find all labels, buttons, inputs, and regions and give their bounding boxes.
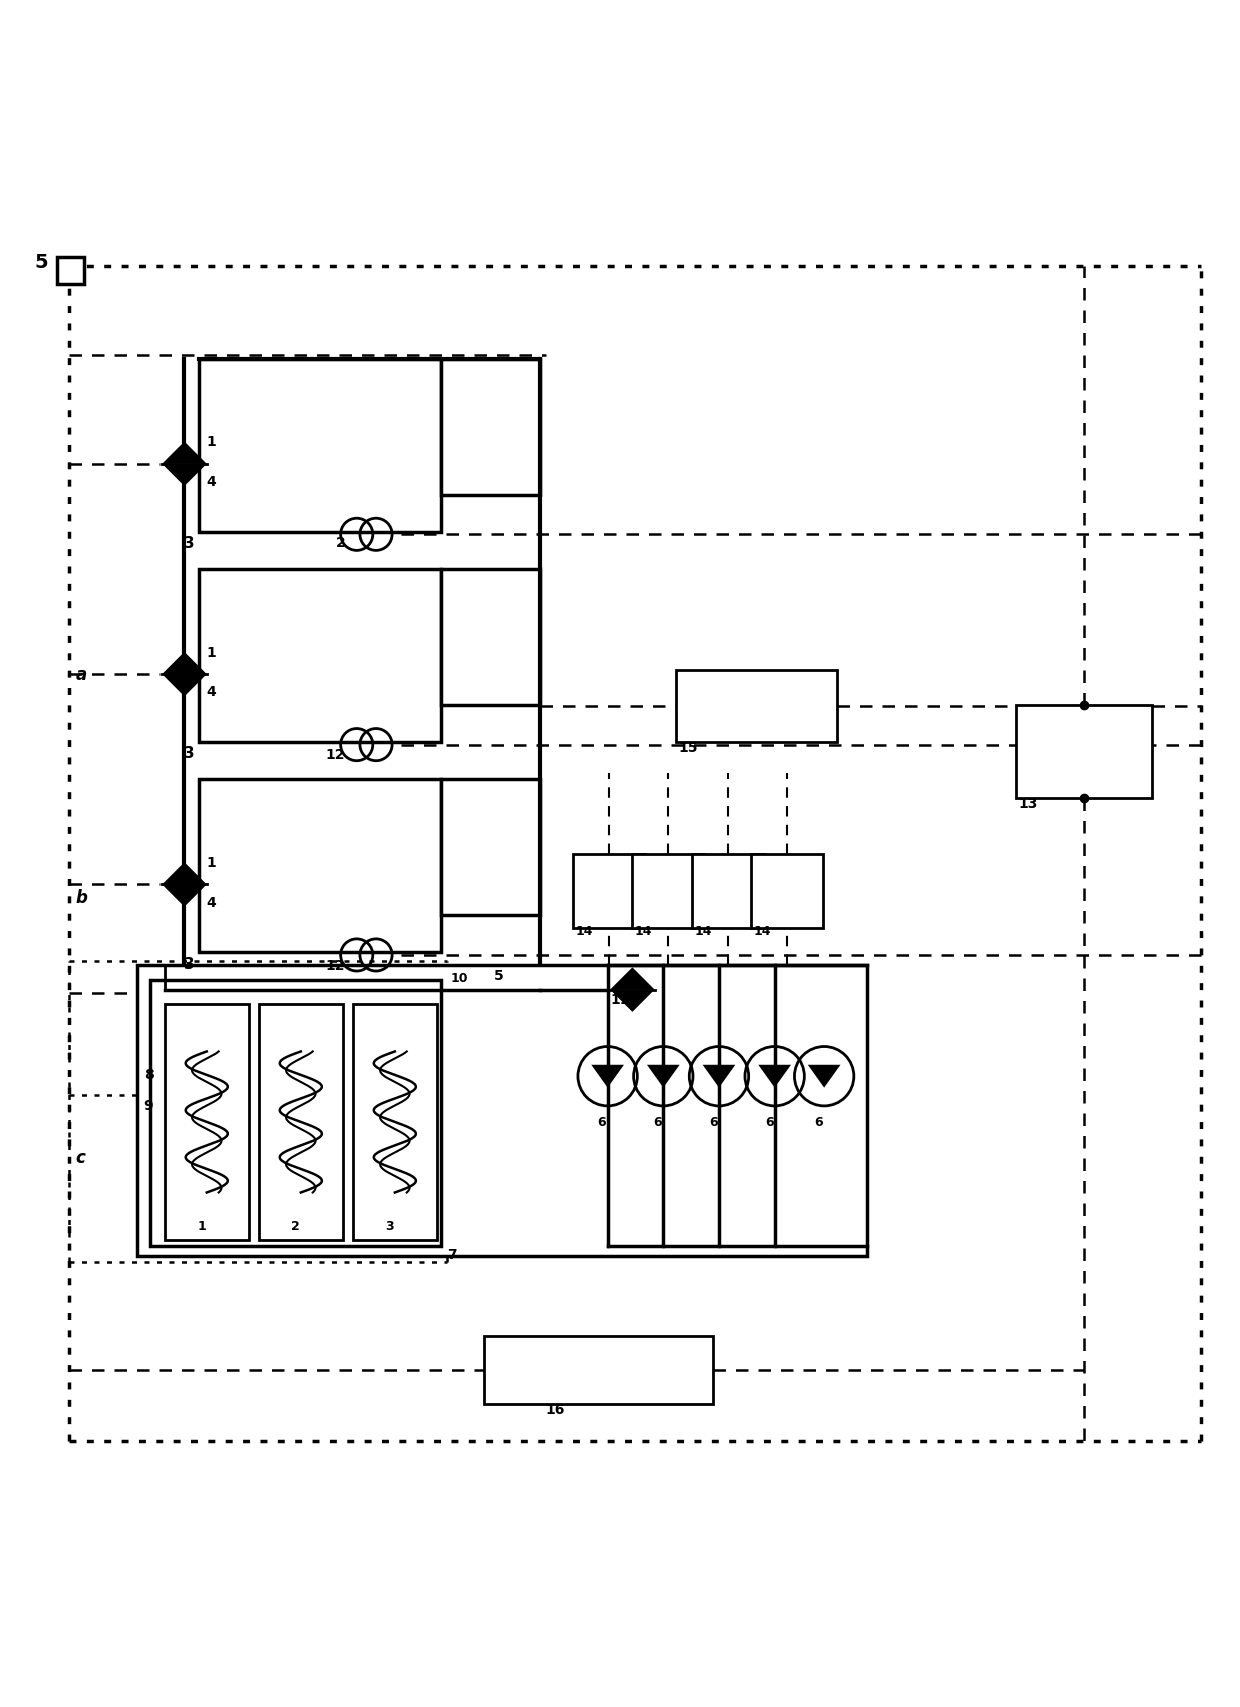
Text: 10: 10	[450, 973, 467, 985]
Polygon shape	[162, 652, 207, 674]
Bar	[165, 1004, 249, 1239]
Polygon shape	[162, 442, 207, 464]
Bar	[440, 358, 539, 495]
Text: 3: 3	[185, 536, 195, 551]
Text: 6: 6	[815, 1116, 823, 1128]
Text: 12: 12	[326, 959, 345, 973]
Polygon shape	[162, 884, 207, 906]
Bar	[692, 854, 764, 927]
Polygon shape	[610, 990, 655, 1012]
Text: 4: 4	[207, 475, 217, 488]
Text: 13: 13	[1018, 797, 1038, 811]
Text: 1: 1	[197, 1219, 206, 1232]
Text: 3: 3	[185, 956, 195, 971]
Text: 14: 14	[754, 925, 771, 939]
Text: 14: 14	[575, 925, 593, 939]
Text: 5: 5	[494, 968, 503, 983]
Text: 14: 14	[694, 925, 712, 939]
Text: 1: 1	[207, 645, 217, 661]
Polygon shape	[807, 1065, 841, 1087]
Bar	[751, 854, 823, 927]
Bar	[484, 1337, 713, 1405]
Bar	[1016, 705, 1152, 797]
Text: 9: 9	[144, 1099, 154, 1113]
Polygon shape	[647, 1065, 680, 1087]
Text: 1: 1	[207, 857, 217, 871]
Polygon shape	[703, 1065, 735, 1087]
Text: 16: 16	[546, 1403, 565, 1417]
Text: 3: 3	[386, 1219, 394, 1232]
Bar	[573, 854, 645, 927]
Text: 1: 1	[207, 435, 217, 449]
Bar	[352, 1004, 436, 1239]
Bar	[440, 780, 539, 915]
Bar	[150, 980, 440, 1246]
Bar	[138, 964, 868, 1256]
Polygon shape	[162, 862, 207, 884]
Text: 8: 8	[144, 1067, 154, 1082]
Polygon shape	[759, 1065, 791, 1087]
Text: 11: 11	[610, 993, 630, 1007]
Text: 12: 12	[326, 748, 345, 763]
Bar	[676, 671, 837, 743]
Polygon shape	[610, 968, 655, 990]
Text: 2: 2	[291, 1219, 300, 1232]
Text: 6: 6	[765, 1116, 774, 1128]
Text: 15: 15	[678, 741, 698, 754]
Text: 6: 6	[598, 1116, 606, 1128]
Text: 5: 5	[35, 253, 48, 273]
Text: 3: 3	[185, 746, 195, 761]
Text: 4: 4	[207, 686, 217, 700]
Bar	[200, 358, 440, 533]
Polygon shape	[591, 1065, 624, 1087]
Bar	[57, 258, 84, 285]
Text: c: c	[76, 1149, 86, 1168]
Polygon shape	[162, 464, 207, 486]
Bar	[259, 1004, 343, 1239]
Bar	[440, 568, 539, 705]
Bar	[200, 568, 440, 743]
Text: 7: 7	[446, 1248, 456, 1261]
Text: a: a	[76, 666, 87, 685]
Text: b: b	[76, 889, 88, 906]
Text: 6: 6	[709, 1116, 718, 1128]
Polygon shape	[162, 674, 207, 696]
Text: 2: 2	[336, 536, 345, 550]
Text: 6: 6	[653, 1116, 662, 1128]
Text: 14: 14	[635, 925, 652, 939]
Bar	[200, 780, 440, 953]
Bar	[632, 854, 704, 927]
Text: 4: 4	[207, 896, 217, 910]
